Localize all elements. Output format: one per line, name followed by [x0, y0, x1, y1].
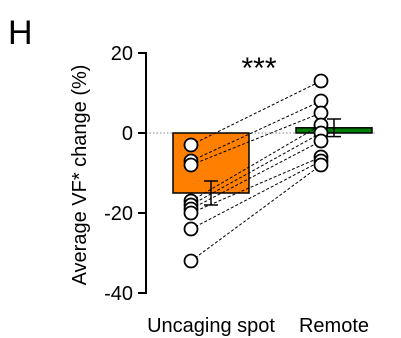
paired-line-3: [190, 124, 322, 202]
data-point-0-0: [183, 137, 199, 153]
paired-lines-group: [190, 80, 322, 262]
data-point-2-1: [313, 105, 329, 121]
data-point-6-0: [183, 205, 199, 221]
paired-line-2: [190, 112, 322, 166]
y-axis: -40 -20 0 20: [104, 43, 147, 305]
error-bars-group: [204, 118, 341, 206]
paired-line-5: [190, 140, 322, 210]
y-tick-label--40: -40: [104, 283, 133, 305]
paired-line-8: [190, 164, 322, 262]
data-point-1-1: [313, 93, 329, 109]
data-point-5-1: [313, 133, 329, 149]
data-point-2-0: [183, 157, 199, 173]
data-point-0-1: [313, 73, 329, 89]
panel-label: H: [8, 14, 33, 52]
paired-line-6: [190, 156, 322, 214]
x-tick-label-1: Remote: [299, 315, 369, 337]
paired-line-1: [190, 100, 322, 162]
data-point-8-0: [183, 253, 199, 269]
y-axis-label: Average VF* change (%): [69, 65, 91, 286]
y-tick-label-0: 0: [122, 123, 133, 145]
data-point-8-1: [313, 157, 329, 173]
y-tick-label-20: 20: [111, 43, 133, 65]
paired-line-0: [190, 80, 322, 146]
data-point-7-0: [183, 221, 199, 237]
x-tick-label-0: Uncaging spot: [147, 315, 275, 337]
paired-line-7: [190, 160, 322, 230]
data-points-group: [183, 73, 329, 269]
x-axis-labels: Uncaging spot Remote: [147, 315, 369, 337]
y-tick-label--20: -20: [104, 203, 133, 225]
significance-label: ***: [241, 52, 276, 85]
